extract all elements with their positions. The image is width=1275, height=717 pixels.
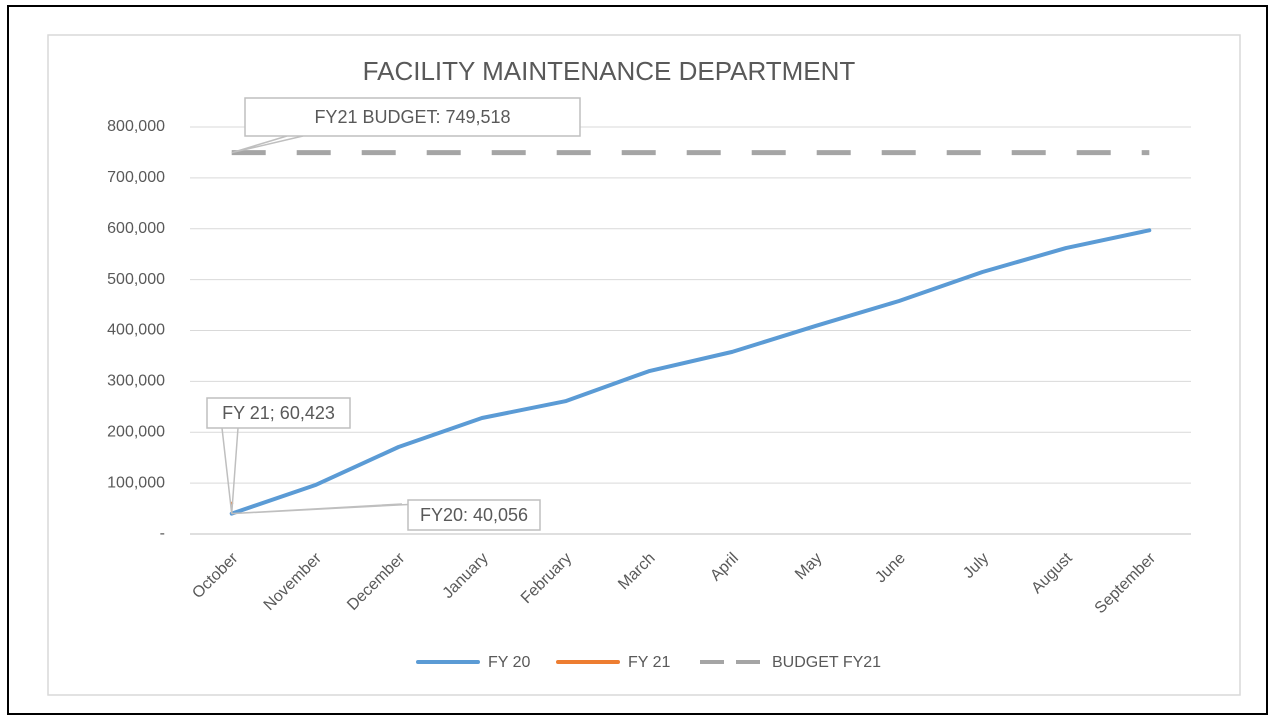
- y-tick-label: 400,000: [107, 322, 165, 339]
- y-tick-label: 300,000: [107, 373, 165, 390]
- data-label: FY 21; 60,423: [222, 403, 335, 423]
- y-tick-label: 600,000: [107, 220, 165, 237]
- y-tick-label: 700,000: [107, 169, 165, 186]
- legend-label: FY 20: [488, 654, 531, 671]
- y-tick-label: 800,000: [107, 118, 165, 135]
- callout-leader: [231, 135, 304, 154]
- callout-leader: [221, 427, 239, 514]
- y-tick-label: -: [160, 525, 165, 542]
- chart-title: FACILITY MAINTENANCE DEPARTMENT: [363, 56, 856, 86]
- data-label: FY20: 40,056: [420, 505, 528, 525]
- y-tick-label: 500,000: [107, 271, 165, 288]
- legend-label: FY 21: [628, 654, 671, 671]
- y-tick-label: 100,000: [107, 474, 165, 491]
- chart-area: [47, 34, 1241, 696]
- series-line: [229, 228, 1152, 516]
- callout-box: [206, 397, 351, 429]
- callout-box: [407, 499, 541, 531]
- data-label: FY21 BUDGET: 749,518: [314, 107, 510, 127]
- legend-label: BUDGET FY21: [772, 654, 881, 671]
- y-tick-label: 200,000: [107, 423, 165, 440]
- callout-box: [244, 97, 581, 137]
